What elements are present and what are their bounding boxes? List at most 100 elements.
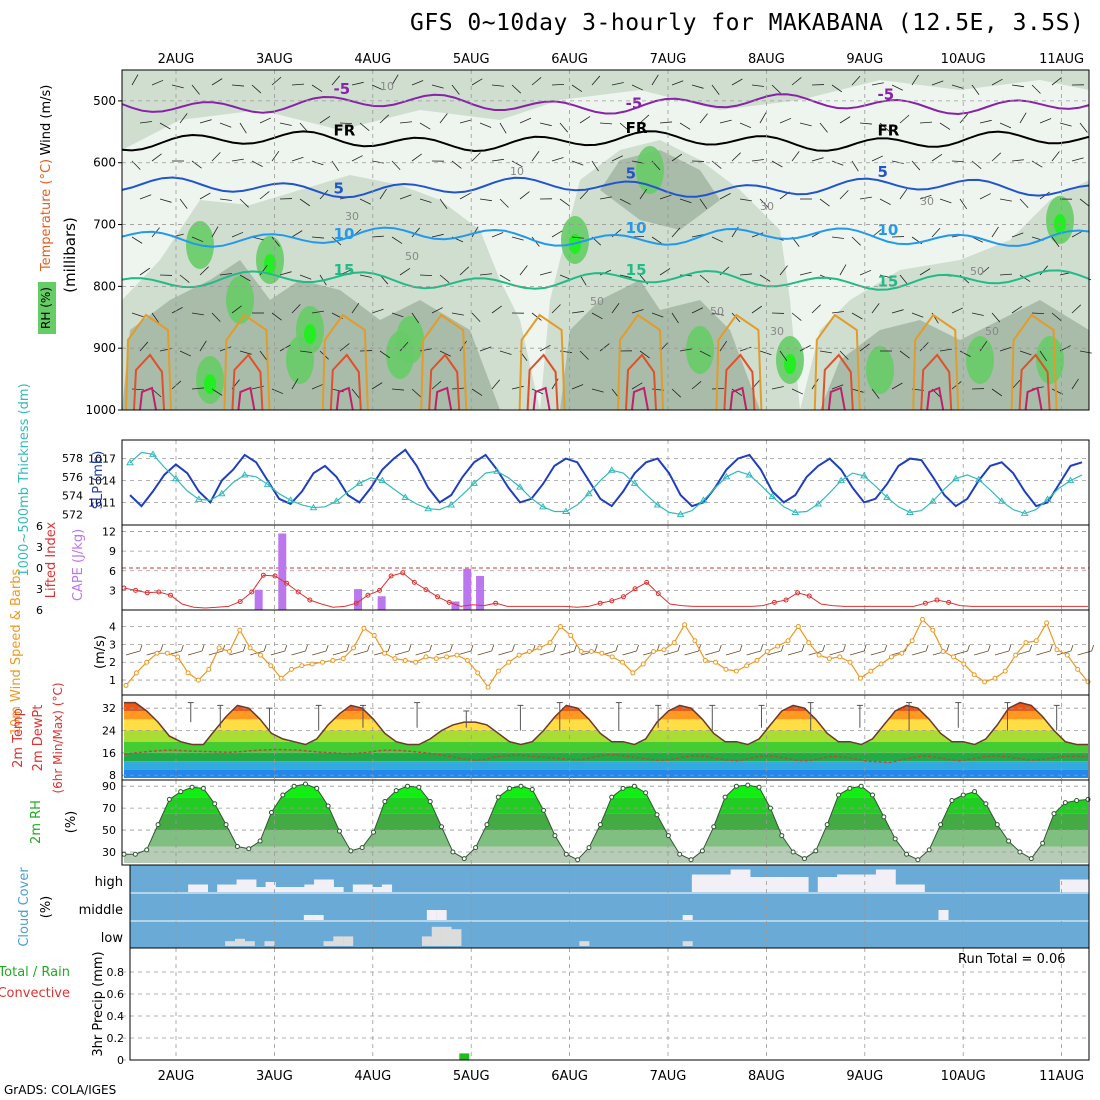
wind-barb	[171, 84, 184, 89]
wind-barb	[291, 156, 304, 162]
wind-barb	[671, 153, 683, 162]
wind-barb	[891, 309, 904, 314]
wind-tick-label: 2	[109, 656, 116, 669]
wind-speed-marker	[557, 624, 563, 629]
wind-speed-marker	[992, 675, 998, 681]
wind-barb	[751, 232, 764, 238]
wind-barb	[599, 196, 612, 200]
thickness-marker	[974, 475, 983, 483]
temp2m-panel: 8 16 24 32 2m Temp 2m DewPt (6hr Min/Max) (°C)	[11, 682, 1090, 794]
wind-barb	[379, 114, 390, 124]
high-cloud-bar	[323, 879, 334, 892]
wind-speed-marker	[495, 668, 501, 674]
thickness-marker	[401, 493, 410, 500]
wind-barb	[659, 194, 672, 200]
wind-speed-marker	[702, 657, 708, 663]
wind-barb	[991, 152, 1002, 162]
isotherm-label: -5	[877, 85, 894, 103]
wind-barb-flag	[139, 644, 143, 652]
wind-speed-marker	[320, 659, 326, 665]
temperature-line	[124, 701, 1088, 746]
wind-barb	[151, 153, 162, 162]
wind-barb	[459, 119, 472, 124]
wind-barb	[431, 307, 443, 314]
wind-barb	[125, 650, 141, 656]
rh-max-region	[264, 254, 276, 274]
wind-speed-line	[125, 618, 1089, 689]
wind-barb	[139, 121, 152, 124]
thickness-marker	[791, 508, 800, 515]
wind-barb	[679, 122, 691, 130]
wind-barb	[971, 312, 984, 316]
lifted-index-marker	[144, 590, 150, 596]
wind-barb	[679, 198, 692, 204]
wind-barb	[351, 302, 360, 314]
wind-barb	[659, 268, 671, 276]
wind-barb	[371, 235, 384, 238]
wind-speed-marker	[175, 654, 181, 660]
wind-barb	[571, 84, 583, 93]
wind-speed-marker	[537, 645, 543, 651]
wind-barb	[219, 198, 232, 201]
wind-barb	[339, 343, 350, 352]
wind-speed-marker	[888, 654, 894, 660]
wind-barb	[771, 386, 784, 390]
rh-contour-label: 50	[970, 265, 984, 278]
wind-barb	[1079, 198, 1090, 207]
high-cloud-bar	[333, 887, 344, 892]
wind-barb	[499, 350, 512, 355]
wind-barb	[479, 273, 492, 276]
wind-barb	[191, 160, 202, 169]
wind-speed-marker	[1002, 668, 1008, 674]
wind-barb	[691, 307, 703, 314]
wind-barb	[471, 388, 483, 396]
wind-barb	[671, 80, 684, 86]
rh-marker	[348, 848, 354, 854]
isotherm-25-line	[526, 353, 559, 411]
wind-barb	[187, 650, 203, 656]
wind-barb	[919, 268, 931, 276]
wind-barb	[829, 650, 844, 656]
wind-barb	[1019, 350, 1032, 356]
wind-speed-marker	[1075, 666, 1081, 672]
lifted-index-axis-label: Lifted Index	[44, 521, 59, 598]
wind-barb	[379, 350, 391, 359]
wind-speed-marker	[402, 657, 408, 663]
isotherm-30-line	[139, 386, 157, 411]
rh-marker	[983, 801, 989, 807]
wind-barb	[211, 152, 221, 162]
wind-barb	[939, 122, 951, 130]
wind-barb-flag	[1008, 644, 1012, 652]
rh-marker	[779, 833, 785, 839]
wind-barb	[499, 198, 509, 208]
wind-speed-marker	[982, 679, 988, 685]
wind-barb	[439, 198, 448, 209]
rh-max-region	[784, 354, 796, 374]
wind-barb-flag	[1070, 644, 1074, 652]
wind-barb	[351, 81, 364, 86]
wind-barb	[339, 122, 353, 125]
thickness-line	[129, 451, 1083, 515]
low-cloud-bar	[682, 941, 693, 946]
middle-cloud-bar	[426, 910, 437, 920]
middle-cloud-bar	[303, 915, 314, 920]
lifted-index-marker	[493, 600, 499, 606]
high-cloud-bar	[284, 887, 296, 892]
wind-speed-marker	[216, 645, 222, 651]
wind-barb-flag	[843, 644, 846, 652]
wind-barb	[870, 650, 885, 656]
wind-barb	[1059, 122, 1072, 127]
wind-barb-flag	[636, 644, 639, 652]
wind-speed-marker	[1023, 640, 1029, 646]
wind-barb	[1071, 157, 1084, 162]
wind-barb	[751, 159, 764, 162]
wind-barb	[539, 122, 552, 127]
wind-barb	[631, 382, 643, 390]
wind-barb	[1031, 84, 1041, 94]
wind10m-panel: 1 2 3 4 10m Wind Speed & Barbs (m/s)	[9, 569, 1095, 735]
wind-speed-marker	[640, 661, 646, 667]
thickness-marker	[906, 508, 914, 515]
wind-barb	[953, 650, 968, 656]
rh-contour-label: 30	[345, 210, 359, 223]
